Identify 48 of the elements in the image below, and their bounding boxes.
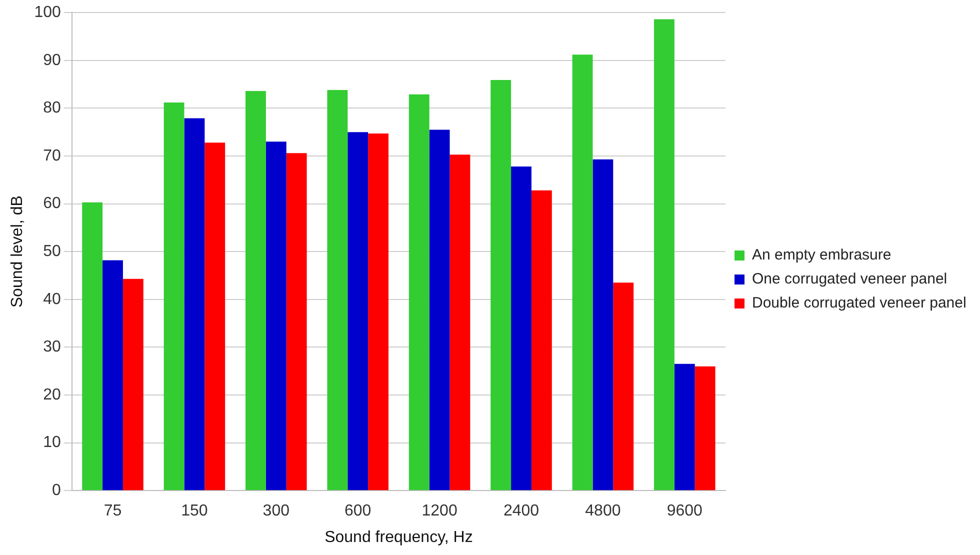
x-tick-label: 4800 <box>585 502 621 520</box>
bar <box>654 19 674 490</box>
bar <box>490 80 512 490</box>
y-tick-label: 20 <box>43 386 61 404</box>
y-axis-title: Sound level, dB <box>9 196 26 308</box>
bar <box>82 202 103 490</box>
bar <box>327 90 348 490</box>
x-tick-label: 150 <box>181 502 208 520</box>
bar <box>592 159 614 490</box>
bar <box>408 94 430 490</box>
bar <box>102 260 123 490</box>
y-tick-label: 10 <box>43 434 61 452</box>
x-axis-title: Sound frequency, Hz <box>324 528 473 546</box>
y-tick-label: 30 <box>43 338 61 356</box>
legend-label: An empty embrasure <box>752 246 892 264</box>
x-tick-label: 300 <box>262 502 290 520</box>
y-tick-label: 50 <box>43 243 61 260</box>
bar <box>184 118 205 490</box>
bar <box>204 142 226 490</box>
bar <box>572 54 593 490</box>
bar <box>511 166 532 490</box>
legend-label: Double corrugated veneer panel <box>752 294 966 312</box>
bar <box>246 90 266 490</box>
y-tick-label: 0 <box>52 482 61 500</box>
y-tick-label: 100 <box>34 4 61 22</box>
bar <box>450 154 470 490</box>
x-tick-label: 2400 <box>503 502 540 520</box>
y-tick-label: 70 <box>43 147 61 164</box>
bar <box>694 366 716 490</box>
bar <box>286 153 307 490</box>
bar <box>348 132 368 490</box>
bar <box>122 278 144 490</box>
x-tick-label: 9600 <box>666 502 703 520</box>
bar <box>164 102 184 490</box>
y-tick-label: 80 <box>43 100 61 117</box>
y-tick-label: 60 <box>43 195 61 212</box>
bar <box>613 282 634 490</box>
bar <box>531 190 552 490</box>
x-tick-label: 75 <box>104 502 122 520</box>
y-tick-label: 40 <box>43 290 61 308</box>
x-tick-label: 1200 <box>422 502 458 520</box>
legend-label: One corrugated veneer panel <box>752 270 948 288</box>
bar <box>674 364 695 490</box>
bar <box>368 134 388 490</box>
y-tick-label: 90 <box>43 52 61 69</box>
bar <box>266 142 286 490</box>
bar <box>429 130 450 490</box>
x-tick-label: 600 <box>344 502 372 520</box>
